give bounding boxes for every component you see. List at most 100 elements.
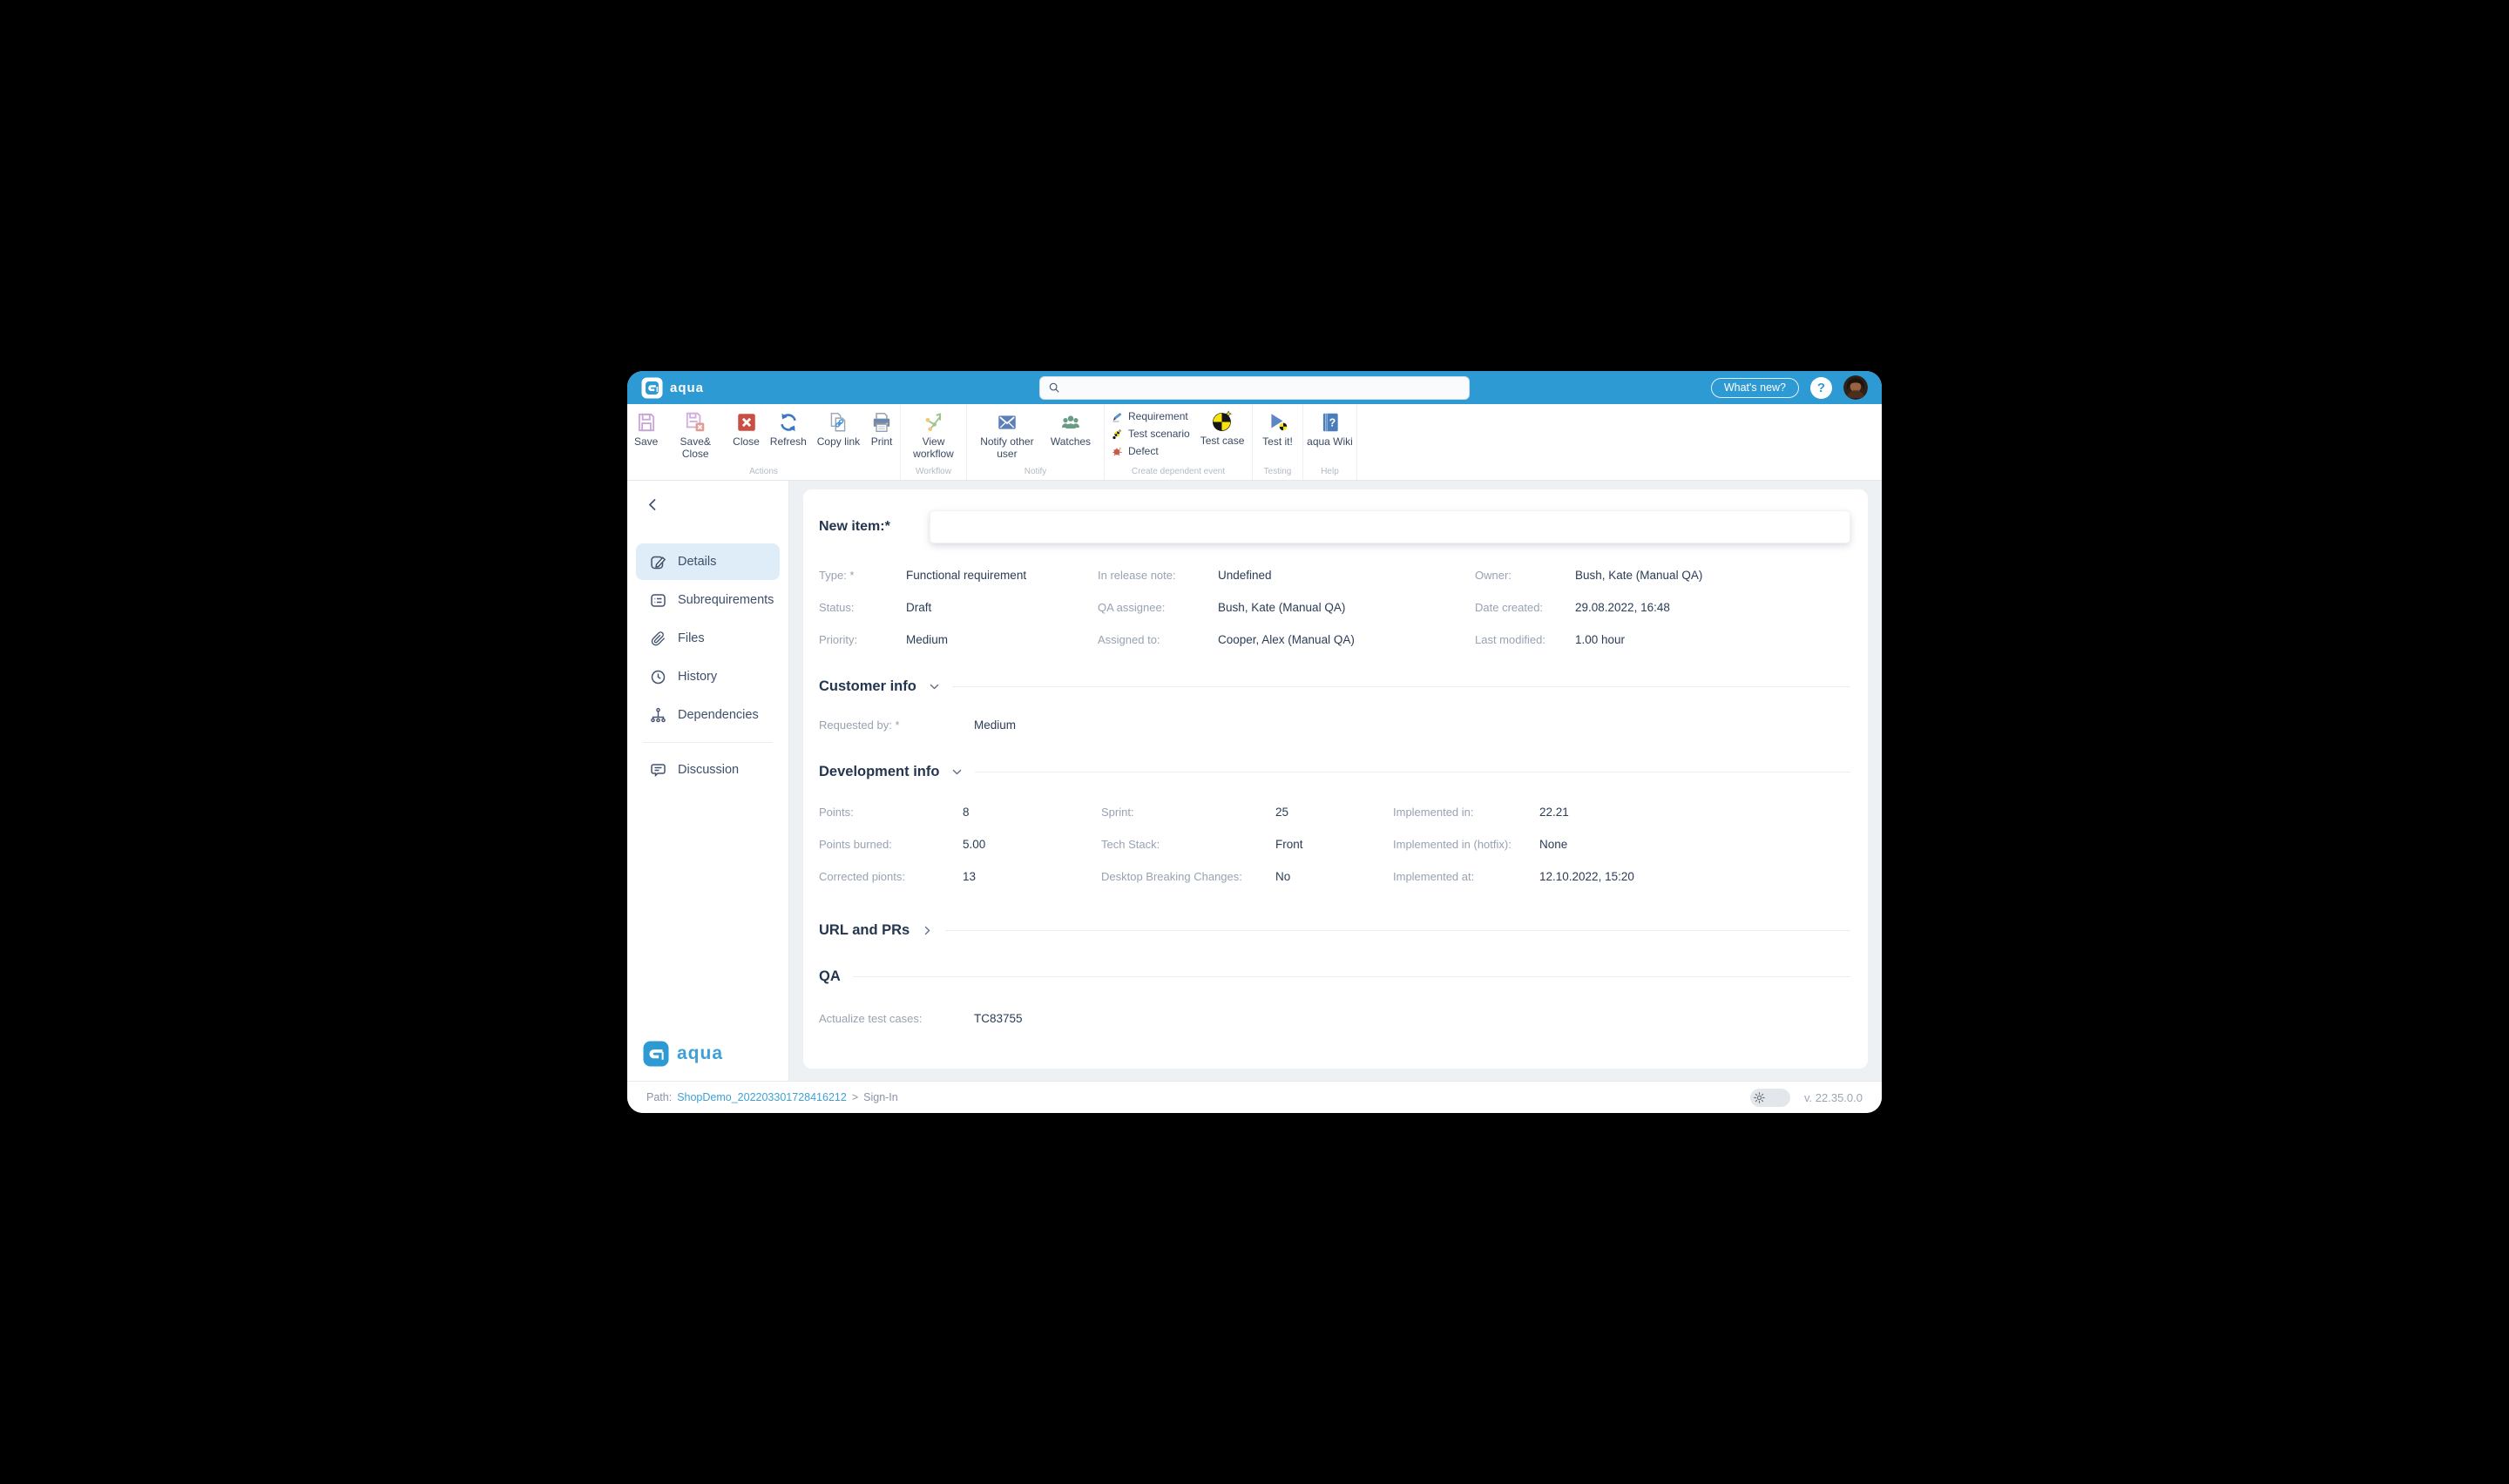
ribbon-group-workflow: View workflow Workflow (901, 404, 967, 480)
test-it-button[interactable]: Test it! (1259, 404, 1296, 449)
field-label: Date created: (1475, 601, 1575, 614)
collapse-sidebar-button[interactable] (645, 496, 661, 516)
chevron-down-icon[interactable] (951, 766, 963, 778)
copy-link-button[interactable]: Copy link (814, 404, 863, 449)
corrected-points-field-value[interactable]: 13 (963, 870, 1101, 883)
ribbon-group-label: Help (1303, 467, 1356, 480)
field-label: Actualize test cases: (819, 1012, 974, 1025)
implemented-hotfix-field-value[interactable]: None (1539, 838, 1857, 851)
section-title: QA (819, 968, 841, 985)
chevron-down-icon[interactable] (929, 681, 940, 692)
ribbon-group-help: ? aqua Wiki Help (1303, 404, 1357, 480)
qa-section-header: QA (819, 968, 1850, 985)
sprint-field-value[interactable]: 25 (1275, 806, 1393, 819)
save-button[interactable]: Save (631, 404, 661, 449)
field-label: Implemented in (hotfix): (1393, 838, 1539, 851)
sidebar-item-label: Discussion (678, 763, 739, 777)
ribbon-group-label: Workflow (901, 467, 966, 480)
search-input[interactable] (1066, 381, 1461, 395)
refresh-icon (777, 411, 800, 434)
watchers-icon (1059, 411, 1082, 434)
type-field-value[interactable]: Functional requirement (906, 569, 1098, 582)
sidebar: Details Subrequirements Files (627, 481, 789, 1081)
create-requirement-label: Requirement (1128, 410, 1188, 422)
requested-by-field-value[interactable]: Medium (974, 718, 1857, 732)
clock-icon (650, 669, 666, 685)
close-button[interactable]: Close (729, 404, 763, 449)
sidebar-item-label: Subrequirements (678, 593, 774, 607)
path-current: Sign-In (863, 1091, 898, 1103)
ribbon-group-create-dependent-event: Requirement Test scenario Defect (1105, 404, 1253, 480)
breaking-changes-field-value[interactable]: No (1275, 870, 1393, 883)
ribbon-group-label: Notify (967, 467, 1104, 480)
points-burned-field-value[interactable]: 5.00 (963, 838, 1101, 851)
help-icon[interactable]: ? (1810, 377, 1832, 399)
assigned-to-field-value[interactable]: Cooper, Alex (Manual QA) (1218, 633, 1475, 646)
field-label: Corrected pionts: (819, 870, 963, 883)
sidebar-item-history[interactable]: History (636, 658, 780, 695)
watches-button[interactable]: Watches (1047, 404, 1094, 449)
chevron-right-icon[interactable] (922, 925, 933, 936)
sidebar-item-details[interactable]: Details (636, 543, 780, 580)
app-window: aqua What's new? ? Save (627, 371, 1882, 1113)
close-icon (735, 411, 758, 434)
sidebar-item-dependencies[interactable]: Dependencies (636, 697, 780, 733)
points-field-value[interactable]: 8 (963, 806, 1101, 819)
sidebar-item-discussion[interactable]: Discussion (636, 752, 780, 788)
field-label: Type: * (819, 569, 906, 582)
whats-new-button[interactable]: What's new? (1711, 378, 1799, 398)
section-title: URL and PRs (819, 922, 910, 939)
status-field-value[interactable]: Draft (906, 601, 1098, 614)
create-test-case-button[interactable]: Test case (1197, 410, 1248, 448)
customer-info-section-header: Customer info (819, 678, 1850, 695)
development-info-section-header: Development info (819, 764, 1850, 780)
development-info-grid: Points: Points burned: Corrected pionts:… (819, 803, 1857, 886)
global-search[interactable] (1039, 376, 1470, 400)
field-label: Owner: (1475, 569, 1575, 582)
view-workflow-button[interactable]: View workflow (903, 404, 964, 461)
tech-stack-field-value[interactable]: Front (1275, 838, 1393, 851)
notify-other-user-button[interactable]: Notify other user (977, 404, 1038, 461)
field-label: Points burned: (819, 838, 963, 851)
actualize-test-cases-value[interactable]: TC83755 (974, 1012, 1857, 1025)
implemented-at-field-value[interactable]: 12.10.2022, 15:20 (1539, 870, 1857, 883)
wiki-book-icon: ? (1319, 411, 1342, 434)
implemented-in-field-value[interactable]: 22.21 (1539, 806, 1857, 819)
settings-toggle[interactable] (1750, 1089, 1790, 1107)
path-separator: > (852, 1091, 858, 1103)
sidebar-item-label: Details (678, 555, 716, 569)
avatar[interactable] (1843, 375, 1868, 400)
tree-icon (650, 707, 666, 724)
create-test-scenario-label: Test scenario (1128, 428, 1190, 440)
print-button[interactable]: Print (867, 404, 896, 449)
section-divider (952, 686, 1850, 687)
ribbon-group-label: Actions (627, 467, 900, 480)
sidebar-logo-text: aqua (677, 1043, 723, 1064)
priority-field-value[interactable]: Medium (906, 633, 1098, 646)
create-test-scenario-button[interactable]: Test scenario (1112, 428, 1190, 440)
qa-assignee-field-value[interactable]: Bush, Kate (Manual QA) (1218, 601, 1475, 614)
checklist-icon (650, 592, 666, 609)
path-project-link[interactable]: ShopDemo_202203301728416212 (677, 1091, 847, 1103)
sidebar-item-subrequirements[interactable]: Subrequirements (636, 582, 780, 618)
save-and-close-button[interactable]: Save& Close (665, 404, 726, 461)
details-field-grid: Type: * Status: Priority: Functional req… (819, 566, 1857, 649)
status-bar: Path: ShopDemo_202203301728416212 > Sign… (627, 1081, 1882, 1113)
item-details-card: New item:* Type: * Status: Priority: Fun… (803, 489, 1868, 1069)
qa-grid: Actualize test cases: TC83755 (819, 1009, 1857, 1028)
refresh-button[interactable]: Refresh (767, 404, 810, 449)
create-requirement-button[interactable]: Requirement (1112, 410, 1190, 422)
aqua-wiki-button[interactable]: ? aqua Wiki (1303, 404, 1356, 449)
test-scenario-icon (1112, 428, 1123, 440)
release-note-field-value[interactable]: Undefined (1218, 569, 1475, 582)
field-label: Sprint: (1101, 806, 1275, 819)
new-item-title-input[interactable] (930, 510, 1850, 543)
sidebar-item-files[interactable]: Files (636, 620, 780, 657)
test-case-icon (1211, 410, 1234, 433)
customer-info-grid: Requested by: * Medium (819, 716, 1857, 734)
sidebar-item-label: Files (678, 631, 705, 645)
speech-bubble-icon (650, 762, 666, 779)
owner-field-value: Bush, Kate (Manual QA) (1575, 569, 1857, 582)
create-defect-button[interactable]: Defect (1112, 445, 1190, 457)
field-label: In release note: (1098, 569, 1218, 582)
